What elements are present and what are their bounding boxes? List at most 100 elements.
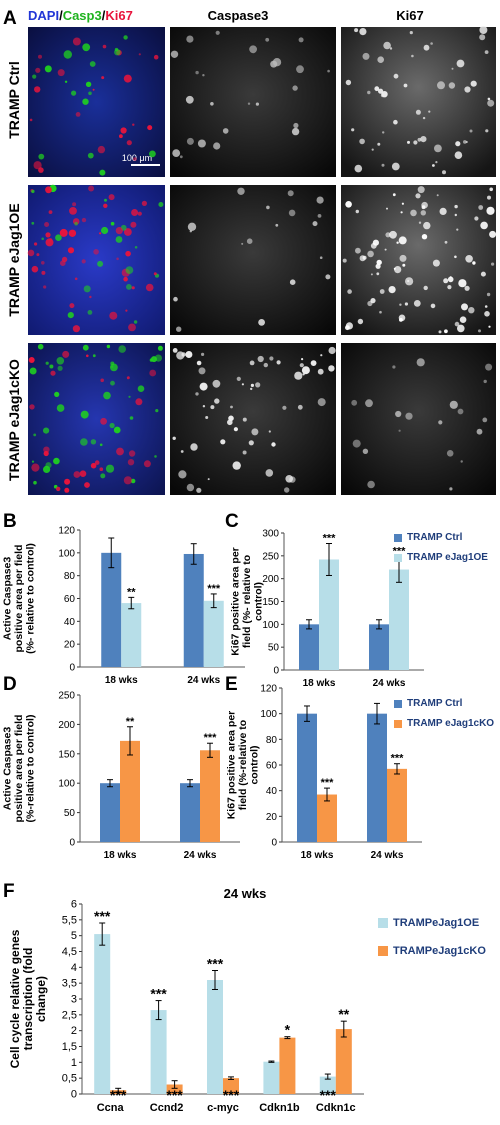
- cell-nucleus: [133, 157, 137, 161]
- header-ki67: Ki67: [105, 8, 132, 23]
- cell-nucleus: [485, 129, 489, 133]
- bar: [299, 624, 319, 670]
- cell-nucleus: [89, 61, 96, 67]
- cell-nucleus: [179, 155, 183, 159]
- cell-nucleus: [97, 260, 104, 267]
- bar: [389, 569, 409, 670]
- legend-swatch: [378, 918, 388, 928]
- cell-nucleus: [345, 79, 352, 86]
- y-tick-label: 200: [58, 720, 75, 731]
- cell-nucleus: [108, 194, 115, 201]
- y-tick-label: 150: [58, 749, 75, 760]
- cell-nucleus: [123, 74, 132, 83]
- cell-nucleus: [423, 285, 428, 291]
- cell-nucleus: [276, 360, 281, 365]
- cell-nucleus: [100, 378, 104, 383]
- cell-nucleus: [180, 450, 184, 453]
- y-tick-label: 0: [69, 663, 75, 674]
- significance-mark: ***: [207, 583, 221, 595]
- cell-nucleus: [29, 118, 33, 122]
- y-axis-label-line: control): [249, 745, 261, 784]
- cell-nucleus: [31, 189, 35, 194]
- cell-nucleus: [359, 138, 365, 145]
- cell-nucleus: [186, 35, 194, 43]
- bar: [121, 603, 142, 667]
- y-axis-label-line: transcription (fold: [21, 948, 35, 1051]
- cell-nucleus: [299, 363, 304, 368]
- cell-nucleus: [36, 253, 40, 257]
- significance-mark: ***: [150, 986, 167, 1002]
- y-axis-label-line: positive area per field: [13, 715, 25, 823]
- y-axis-label: Ki67 positive area perfield (%- relative…: [229, 547, 264, 656]
- cell-nucleus: [400, 211, 403, 214]
- cell-nucleus: [242, 450, 247, 455]
- cell-nucleus: [310, 360, 317, 366]
- category-label: 24 wks: [371, 850, 404, 861]
- y-axis-label: Active Caspase3positive area per field(%…: [1, 715, 36, 823]
- cell-nucleus: [90, 439, 97, 445]
- cell-nucleus: [454, 151, 463, 159]
- cell-nucleus: [421, 234, 428, 240]
- significance-mark: ***: [94, 908, 111, 924]
- cell-nucleus: [125, 250, 131, 257]
- cell-nucleus: [479, 26, 488, 34]
- cell-nucleus: [301, 366, 310, 375]
- category-label: 18 wks: [301, 850, 334, 861]
- scale-bar: 100 μm: [122, 153, 160, 166]
- cell-nucleus: [41, 270, 46, 275]
- cell-nucleus: [319, 256, 323, 260]
- cell-nucleus: [59, 228, 68, 237]
- cell-nucleus: [444, 329, 448, 334]
- panel-a-letter: A: [3, 8, 17, 29]
- cell-nucleus: [423, 44, 430, 51]
- cell-nucleus: [138, 53, 141, 56]
- cell-nucleus: [393, 73, 399, 79]
- cell-nucleus: [463, 140, 467, 144]
- cell-nucleus: [485, 363, 493, 371]
- legend-label: TRAMP Ctrl: [407, 532, 463, 543]
- cell-nucleus: [129, 416, 134, 420]
- cell-nucleus: [241, 242, 244, 245]
- cell-nucleus: [109, 311, 118, 320]
- cell-nucleus: [357, 318, 364, 325]
- micrograph-cko-ki67: [341, 343, 496, 495]
- cell-nucleus: [451, 67, 454, 70]
- cell-nucleus: [320, 354, 323, 357]
- cell-nucleus: [242, 417, 247, 422]
- bar: [183, 553, 204, 667]
- cell-nucleus: [33, 480, 37, 485]
- cell-nucleus: [417, 186, 425, 194]
- panel-letter: F: [3, 881, 15, 902]
- bar: [335, 1029, 352, 1094]
- y-axis-label-line: Active Caspase3: [1, 727, 13, 811]
- cell-nucleus: [367, 480, 375, 489]
- cell-nucleus: [249, 45, 257, 54]
- cell-nucleus: [126, 376, 130, 380]
- y-axis-label: Ki67 positive area perfield (%-relative …: [225, 711, 260, 820]
- category-label: 24 wks: [373, 678, 406, 689]
- cell-nucleus: [392, 193, 396, 197]
- cell-nucleus: [454, 204, 458, 209]
- y-tick-label: 0: [71, 1089, 77, 1101]
- cell-nucleus: [116, 257, 119, 261]
- cell-nucleus: [83, 285, 91, 293]
- cell-nucleus: [345, 201, 352, 208]
- cell-nucleus: [154, 455, 157, 458]
- y-tick-label: 100: [58, 779, 75, 790]
- cell-nucleus: [45, 186, 52, 194]
- cell-nucleus: [115, 236, 123, 243]
- cell-nucleus: [128, 323, 136, 332]
- y-axis-label-line: field (%-relative to: [237, 720, 249, 810]
- bar: [203, 600, 224, 667]
- row-label-oe: TRAMP eJag1OE: [6, 203, 22, 316]
- cell-nucleus: [265, 37, 270, 42]
- cell-nucleus: [394, 266, 402, 274]
- bar: [387, 768, 407, 842]
- y-tick-label: 0: [69, 838, 75, 849]
- cell-nucleus: [49, 364, 54, 369]
- cell-nucleus: [172, 436, 176, 440]
- cell-nucleus: [317, 398, 326, 407]
- y-tick-label: 20: [64, 640, 76, 651]
- cell-nucleus: [460, 460, 463, 463]
- cell-nucleus: [74, 221, 78, 226]
